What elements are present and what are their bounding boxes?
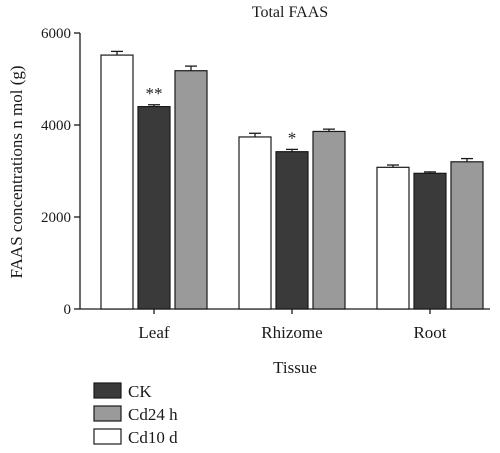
bar-cd24-h-rhizome xyxy=(312,130,346,310)
legend-swatch-cd24-h xyxy=(93,405,122,422)
bar-ck-leaf xyxy=(137,105,171,310)
x-tick-label-rhizome: Rhizome xyxy=(261,323,322,342)
bars: *** xyxy=(100,50,484,310)
chart-title: Total FAAS xyxy=(252,4,328,21)
legend: CK Cd24 h Cd10 d xyxy=(93,382,178,447)
x-tick-label-root: Root xyxy=(413,323,446,342)
y-tick-label: 0 xyxy=(64,302,72,318)
legend-label-ck: CK xyxy=(128,382,152,401)
bar-cd24-h-root xyxy=(450,161,484,310)
bar-ck-root xyxy=(413,172,447,310)
legend-label-cd10-d: Cd10 d xyxy=(128,428,178,447)
legend-label-cd24-h: Cd24 h xyxy=(128,405,178,424)
significance-label-leaf: ** xyxy=(146,84,163,103)
y-ticks: 0 2000 4000 6000 xyxy=(41,26,80,318)
y-tick-label: 2000 xyxy=(41,210,71,226)
significance-label-rhizome: * xyxy=(288,128,297,147)
x-axis-title: Tissue xyxy=(273,358,317,377)
bar-cd10-d-rhizome xyxy=(238,136,272,310)
legend-swatch-ck xyxy=(93,382,122,399)
bar-ck-rhizome xyxy=(275,151,309,310)
bar-cd10-d-root xyxy=(376,166,410,310)
y-axis-title: FAAS concentrations n mol (g) xyxy=(7,65,26,278)
legend-swatch-cd10-d xyxy=(93,428,122,445)
x-tick-labels: Leaf Rhizome Root xyxy=(138,309,447,342)
y-tick-label: 6000 xyxy=(41,26,71,42)
bar-cd24-h-leaf xyxy=(174,70,208,310)
bar-cd10-d-leaf xyxy=(100,54,134,310)
x-tick-label-leaf: Leaf xyxy=(138,323,169,342)
y-tick-label: 4000 xyxy=(41,118,71,134)
